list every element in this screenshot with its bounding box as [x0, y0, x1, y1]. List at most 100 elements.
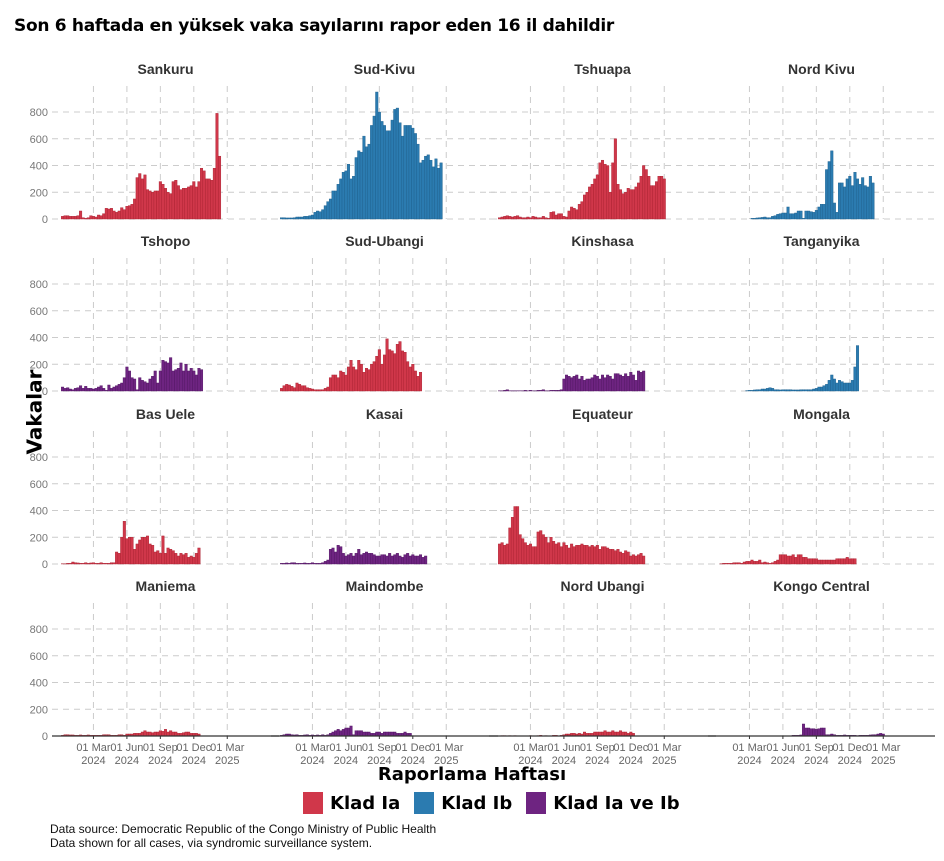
- bar: [838, 558, 841, 565]
- bar: [212, 167, 216, 220]
- bar: [794, 212, 798, 220]
- x-axis-title: Raporlama Haftası: [377, 764, 567, 785]
- y-tick-label: 200: [30, 359, 48, 371]
- bar: [510, 517, 514, 565]
- bar: [626, 188, 630, 220]
- bar: [171, 181, 175, 220]
- bar: [755, 389, 759, 392]
- bar: [557, 542, 561, 565]
- bar: [642, 165, 646, 220]
- panel-sankuru: Sankuru 0 200 400 600 800: [30, 61, 279, 226]
- bar: [282, 217, 286, 220]
- bar: [112, 386, 116, 392]
- bar: [171, 731, 175, 737]
- bar: [341, 729, 345, 737]
- bar: [755, 561, 759, 565]
- bar: [79, 385, 83, 392]
- bar: [570, 543, 574, 565]
- bar: [416, 376, 420, 392]
- panel-title: Nord Kivu: [788, 61, 855, 77]
- bar: [380, 121, 384, 220]
- bar: [809, 211, 813, 220]
- bar: [817, 206, 821, 220]
- panel-nord-kivu: Nord Kivu: [708, 61, 935, 220]
- bar: [562, 542, 566, 565]
- panel-title: Nord Ubangi: [561, 578, 645, 594]
- bar: [786, 389, 790, 392]
- bar: [166, 192, 170, 220]
- bar: [107, 563, 111, 565]
- bar: [763, 388, 767, 392]
- x-tick-label: 01 Jun: [329, 742, 362, 754]
- bar: [603, 163, 607, 220]
- bar: [850, 185, 854, 220]
- x-tick-label: 01 Jun: [110, 742, 143, 754]
- bar: [403, 352, 407, 392]
- bar: [133, 198, 137, 220]
- bar: [791, 554, 795, 565]
- legend-swatch-klad-ib: [414, 792, 435, 814]
- bar: [559, 546, 563, 565]
- bar: [601, 374, 604, 392]
- x-tick-label-year: 2024: [115, 755, 139, 767]
- bar: [298, 216, 302, 220]
- bar: [109, 208, 113, 220]
- bar: [349, 360, 353, 392]
- bar: [583, 194, 586, 220]
- bar: [375, 555, 379, 565]
- bar: [352, 555, 356, 565]
- bar: [362, 553, 366, 565]
- bar: [339, 370, 343, 392]
- x-tick-label: 01 Dec: [176, 742, 211, 754]
- bar: [179, 189, 183, 220]
- panel-title: Kongo Central: [773, 578, 869, 594]
- bar: [200, 369, 204, 392]
- bar: [758, 389, 762, 392]
- bar: [608, 376, 612, 392]
- bar: [634, 380, 638, 392]
- bar: [164, 361, 167, 392]
- bar: [130, 537, 134, 565]
- bar: [300, 385, 304, 392]
- bar: [534, 546, 538, 565]
- bar: [528, 217, 532, 220]
- y-tick-label: 0: [42, 731, 48, 743]
- bar: [71, 389, 75, 392]
- bar: [308, 388, 312, 392]
- legend-swatch-klad-ia-ve-ib: [526, 792, 547, 814]
- bar: [817, 559, 821, 565]
- bar: [585, 378, 589, 392]
- bar: [768, 563, 772, 565]
- x-tick-label-year: 2025: [215, 755, 239, 767]
- x-tick-label-year: 2024: [518, 755, 542, 767]
- bar: [112, 210, 116, 220]
- bar: [91, 562, 95, 565]
- bar: [383, 554, 386, 565]
- bar: [122, 521, 126, 565]
- bar: [503, 390, 507, 392]
- bar: [753, 218, 757, 220]
- bar: [516, 506, 520, 565]
- bar: [210, 180, 214, 220]
- bar: [305, 387, 309, 392]
- bar: [783, 389, 787, 392]
- bar: [624, 373, 628, 392]
- bar: [760, 217, 764, 220]
- bar: [68, 216, 72, 220]
- bar: [174, 553, 178, 565]
- bar: [606, 547, 610, 565]
- bar: [567, 210, 571, 220]
- bar: [564, 545, 568, 565]
- panel-title: Tshopo: [141, 233, 191, 249]
- bar: [140, 537, 144, 565]
- bar: [639, 553, 643, 565]
- bar: [500, 216, 504, 220]
- bar: [316, 210, 320, 220]
- bar: [845, 382, 849, 392]
- bar: [613, 373, 617, 392]
- bar: [66, 387, 70, 392]
- bar: [280, 388, 284, 392]
- panel-kasai: Kasai: [271, 406, 498, 565]
- bar: [218, 155, 222, 220]
